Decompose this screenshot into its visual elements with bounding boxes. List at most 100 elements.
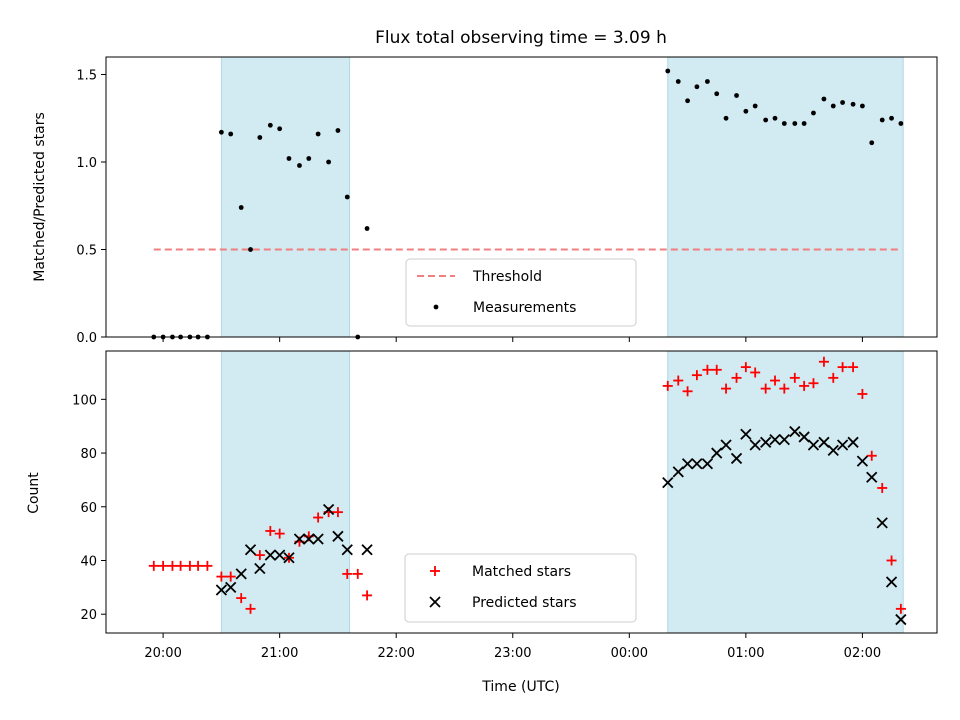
- bottom-legend-label-1: Predicted stars: [472, 595, 577, 611]
- bottom-y-tick-label-1: 40: [80, 554, 97, 569]
- matched-stars-point-44: [866, 450, 877, 461]
- bottom-highlight-span-2: [667, 350, 904, 634]
- top-legend-box: [405, 258, 637, 327]
- predicted-stars-point-11-b: [322, 503, 335, 516]
- top-highlight-span-1: [220, 56, 351, 338]
- predicted-stars-point-29-b: [798, 431, 810, 443]
- measurements-point-47: [898, 121, 904, 126]
- bottom-x-tick-label-5: 01:00: [727, 646, 764, 661]
- measurements-point-26: [694, 84, 700, 90]
- predicted-stars-point-27-b: [778, 433, 790, 446]
- bottom-y-tick-label-4: 100: [72, 393, 97, 408]
- bottom-legend-label-0: Matched stars: [472, 564, 571, 580]
- predicted-stars-point-18-b: [691, 458, 703, 470]
- predicted-stars-point-8-b: [293, 533, 306, 545]
- predicted-stars-point-3: [244, 544, 257, 556]
- predicted-stars-point-10-b: [312, 533, 324, 545]
- x-axis-label: Time (UTC): [481, 679, 559, 695]
- measurements-point-22: [364, 226, 370, 231]
- matched-stars-point-33: [760, 383, 771, 394]
- matched-stars-point-37: [799, 380, 810, 391]
- matched-stars-point-43: [857, 388, 868, 399]
- bottom-x-tick-label-1: 21:00: [261, 646, 298, 661]
- measurements-point-44: [869, 140, 875, 146]
- top-y-axis-label: Matched/Predicted stars: [32, 112, 48, 282]
- matched-stars-point-10: [245, 603, 256, 614]
- predicted-stars-point-23: [740, 428, 752, 440]
- predicted-stars-point-4: [254, 562, 266, 575]
- measurements-point-25: [685, 98, 690, 104]
- predicted-stars-point-12-b: [332, 530, 344, 542]
- predicted-stars-point-28-b: [789, 425, 801, 438]
- predicted-stars-point-12: [332, 530, 344, 542]
- predicted-stars-point-35-b: [856, 455, 869, 467]
- predicted-stars-point-14: [361, 544, 373, 556]
- predicted-stars-point-30-b: [807, 439, 820, 451]
- predicted-stars-point-37: [876, 517, 888, 529]
- measurements-point-13: [277, 126, 283, 132]
- measurements-point-34: [772, 115, 778, 121]
- measurements-point-46: [889, 115, 894, 121]
- measurements-point-45: [879, 117, 885, 123]
- predicted-stars-point-4-b: [254, 562, 266, 575]
- measurements-point-23: [665, 68, 671, 74]
- predicted-stars-point-14-b: [361, 544, 373, 556]
- bottom-panel-counts: 20 40 60 80 100 20:00 21:00 22:00 23:00 00:00 01:0…: [72, 350, 938, 661]
- matched-stars-point-31: [740, 362, 751, 373]
- predicted-stars-point-5-b: [264, 549, 276, 561]
- predicted-stars-point-25: [760, 436, 772, 448]
- top-y-tick-label-2: 1.0: [76, 156, 97, 171]
- predicted-stars-point-2: [235, 568, 247, 580]
- measurements-point-20: [344, 194, 350, 200]
- measurements-point-28: [714, 91, 720, 97]
- predicted-stars-point-35: [856, 455, 869, 467]
- measurements-point-14: [286, 156, 292, 161]
- bottom-legend-swatch-1-b: [429, 596, 441, 608]
- top-panel-ratio: 0.0 0.5 1.0 1.5 Threshold Measurements: [76, 56, 938, 346]
- predicted-stars-point-33: [836, 439, 849, 451]
- matched-stars-point-35: [779, 383, 790, 394]
- predicted-stars-point-34: [847, 436, 859, 448]
- top-y-tick-label-0: 0.0: [76, 331, 97, 346]
- predicted-stars-point-15: [662, 476, 674, 489]
- matched-stars-point-23: [662, 380, 673, 391]
- bottom-y-tick-label-0: 20: [80, 608, 97, 623]
- measurements-point-37: [801, 121, 807, 126]
- predicted-stars-point-16: [672, 466, 684, 478]
- matched-stars-point-3: [175, 560, 186, 571]
- measurements-point-15: [297, 163, 302, 168]
- matched-stars-point-24: [673, 375, 684, 386]
- predicted-stars-point-36: [866, 471, 878, 483]
- matched-stars-point-45: [877, 482, 888, 493]
- matched-stars-point-34: [769, 375, 780, 386]
- predicted-stars-point-29: [798, 431, 810, 443]
- predicted-stars-point-32-b: [827, 444, 839, 457]
- predicted-stars-point-17-b: [681, 458, 694, 470]
- predicted-stars-point-9: [303, 533, 315, 545]
- matched-stars-point-29: [721, 383, 732, 394]
- top-y-tick-label-1: 0.5: [76, 244, 97, 259]
- matched-stars-point-26: [691, 370, 702, 381]
- matched-stars-point-28: [711, 364, 722, 375]
- bottom-x-tick-label-2: 22:00: [377, 646, 414, 661]
- predicted-stars-point-26: [769, 433, 781, 446]
- predicted-stars-point-39-b: [895, 613, 907, 626]
- predicted-stars-point-15-b: [662, 476, 674, 489]
- predicted-stars-point-34-b: [847, 436, 859, 448]
- matched-stars-point-30: [731, 372, 742, 383]
- matched-stars-point-8: [225, 571, 236, 582]
- bottom-highlight-span-1: [220, 350, 351, 634]
- bottom-axes-frame: [105, 350, 938, 634]
- bottom-x-tick-label-6: 02:00: [844, 646, 881, 661]
- top-axes-frame: [105, 56, 938, 338]
- matched-stars-point-27: [702, 364, 713, 375]
- predicted-stars-point-23-b: [740, 428, 752, 440]
- bottom-legend-box: [404, 553, 637, 623]
- predicted-stars-point-25-b: [760, 436, 772, 448]
- predicted-stars-point-20: [711, 447, 723, 459]
- measurements-point-43: [860, 103, 865, 109]
- predicted-stars-point-31-b: [818, 436, 830, 448]
- predicted-stars-point-10: [312, 533, 324, 545]
- predicted-stars-point-1-b: [225, 581, 237, 593]
